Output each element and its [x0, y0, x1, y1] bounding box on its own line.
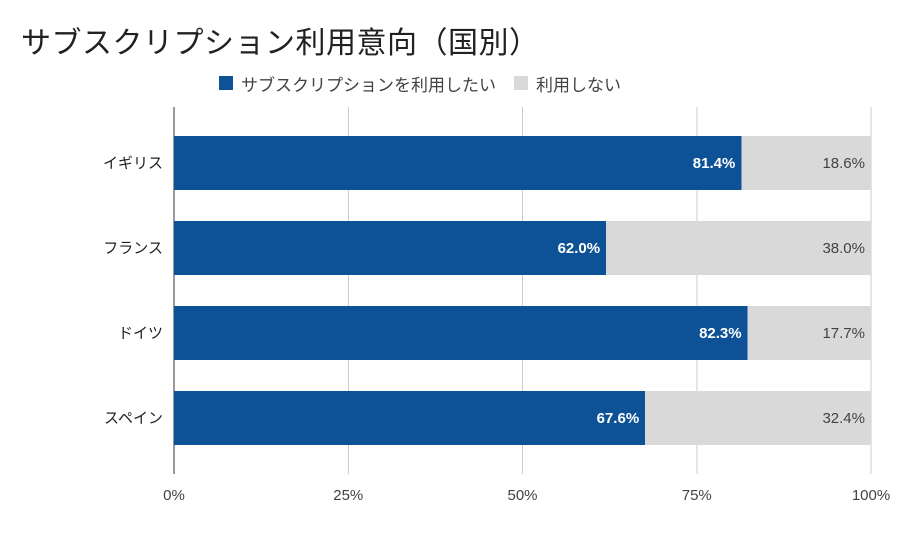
x-tick-label: 75% — [682, 487, 712, 504]
bar-use — [174, 306, 748, 360]
legend-swatch-not-use — [514, 76, 528, 90]
bar-use — [174, 391, 646, 445]
data-label: 62.0% — [558, 240, 601, 257]
legend-swatch-use — [219, 76, 233, 90]
category-label: フランス — [103, 239, 163, 257]
data-label: 82.3% — [699, 325, 742, 342]
data-label: 32.4% — [822, 410, 865, 427]
bar-not-use — [747, 306, 871, 360]
legend-item-not-use: 利用しない — [514, 71, 621, 96]
category-label: ドイツ — [118, 324, 163, 342]
bar-use — [174, 221, 607, 275]
bar-not-use — [741, 136, 871, 190]
data-label: 67.6% — [597, 410, 640, 427]
x-tick-label: 50% — [507, 487, 537, 504]
category-label: スペイン — [104, 409, 163, 427]
bar-not-use — [645, 391, 871, 445]
data-label: 38.0% — [822, 240, 865, 257]
data-label: 17.7% — [822, 325, 865, 342]
data-label: 81.4% — [693, 155, 736, 172]
category-label: イギリス — [103, 154, 163, 172]
bar-use — [174, 136, 742, 190]
data-label: 18.6% — [822, 155, 865, 172]
legend-label-not-use: 利用しない — [536, 75, 621, 96]
x-tick-label: 100% — [852, 487, 890, 504]
bar-not-use — [606, 221, 871, 275]
legend-item-use: サブスクリプションを利用したい — [219, 71, 496, 96]
legend-label-use: サブスクリプションを利用したい — [241, 75, 496, 96]
chart-legend: サブスクリプションを利用したい 利用しない — [219, 71, 639, 96]
chart-title: サブスクリプション利用意向（国別） — [21, 26, 540, 61]
x-tick-label: 0% — [163, 487, 185, 504]
x-tick-label: 25% — [333, 487, 363, 504]
